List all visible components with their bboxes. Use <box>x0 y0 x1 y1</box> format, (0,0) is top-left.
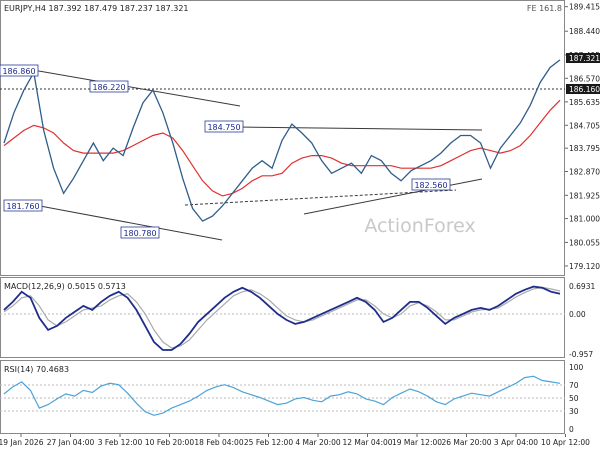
price-tick-label: 180.055 <box>569 238 600 247</box>
price-tick-label: 181.000 <box>569 215 600 224</box>
macd-title: MACD(12,26,9) 0.5015 0.5713 <box>4 282 126 291</box>
time-tick-label: 10 Feb 20:00 <box>145 438 194 447</box>
rsi-line <box>3 375 561 416</box>
price-label-186220: 186.220 <box>89 80 129 93</box>
time-axis: 19 Jan 2026 27 Jan 04:00 3 Feb 12:00 10 Feb… <box>0 434 590 447</box>
rsi-tick-100: 100 <box>569 363 584 372</box>
price-line <box>3 59 561 222</box>
macd-panel-frame <box>0 277 565 358</box>
level-price-text: 186.160 <box>569 85 600 94</box>
level-price-box: 186.160 <box>566 84 600 94</box>
price-tick-label: 188.440 <box>569 27 600 36</box>
time-tick-label: 18 Feb 04:00 <box>194 438 243 447</box>
current-price-text: 187.321 <box>569 54 600 63</box>
price-tick-label: 189.415 <box>569 3 600 12</box>
time-tick-label: 12 Mar 04:00 <box>342 438 392 447</box>
moving-average-line <box>3 99 561 197</box>
upper-channel-line <box>32 69 241 107</box>
price-label-181760: 181.760 <box>3 199 43 212</box>
rsi-panel-frame <box>0 360 565 434</box>
price-tick-label: 183.795 <box>569 144 600 153</box>
time-tick-label: 3 Feb 12:00 <box>98 438 143 447</box>
price-label-text: 182.560 <box>414 181 447 190</box>
macd-tick-top: 0.6931 <box>569 282 595 291</box>
rsi-tick-70: 70 <box>569 381 579 390</box>
price-label-text: 186.860 <box>2 67 35 76</box>
price-axis: 189.415188.440187.495186.570185.635184.7… <box>565 3 600 271</box>
macd-tick-zero: 0.00 <box>569 310 586 319</box>
time-tick-label: 4 Mar 20:00 <box>295 438 341 447</box>
price-label-184750: 184.750 <box>204 120 244 133</box>
lower-channel-line <box>39 205 223 241</box>
rsi-tick-0: 0 <box>569 425 574 434</box>
rsi-tick-50: 50 <box>569 394 579 403</box>
time-tick-label: 27 Jan 04:00 <box>47 438 95 447</box>
fe-label: FE 161.8 <box>527 4 562 13</box>
macd-tick-bottom: -0.957 <box>569 350 593 359</box>
price-tick-label: 181.925 <box>569 191 600 200</box>
current-price-box: 187.321 <box>566 53 600 63</box>
price-tick-label: 184.705 <box>569 121 600 130</box>
price-label-180780: 180.780 <box>120 226 160 239</box>
symbol-header: EURJPY,H4 187.392 187.479 187.237 187.32… <box>4 4 189 13</box>
price-label-text: 180.780 <box>123 229 156 238</box>
price-tick-label: 179.120 <box>569 262 600 271</box>
time-tick-label: 19 Jan 2026 <box>0 438 44 447</box>
price-label-182560: 182.560 <box>411 178 451 191</box>
price-label-text: 181.760 <box>6 202 39 211</box>
rsi-title: RSI(14) 70.4683 <box>4 365 69 374</box>
price-tick-label: 182.870 <box>569 167 600 176</box>
time-tick-label: 26 Mar 20:00 <box>441 438 491 447</box>
price-label-text: 186.220 <box>92 83 125 92</box>
price-label-186860: 186.860 <box>0 64 39 77</box>
price-tick-label: 185.635 <box>569 98 600 107</box>
time-tick-label: 25 Feb 12:00 <box>244 438 293 447</box>
trendlines <box>32 69 483 241</box>
time-tick-label: 3 Apr 04:00 <box>494 438 538 447</box>
time-tick-label: 19 Mar 12:00 <box>392 438 442 447</box>
macd-line <box>3 285 561 351</box>
rsi-tick-30: 30 <box>569 407 579 416</box>
price-tick-label: 186.570 <box>569 74 600 83</box>
price-panel-frame <box>0 0 565 276</box>
price-label-text: 184.750 <box>207 123 240 132</box>
triangle-bottom-line <box>303 178 483 215</box>
watermark: ActionForex <box>364 215 475 237</box>
triangle-top-line <box>237 126 483 131</box>
dashed-trend-line <box>184 189 457 206</box>
time-tick-label: 10 Apr 12:00 <box>541 438 590 447</box>
